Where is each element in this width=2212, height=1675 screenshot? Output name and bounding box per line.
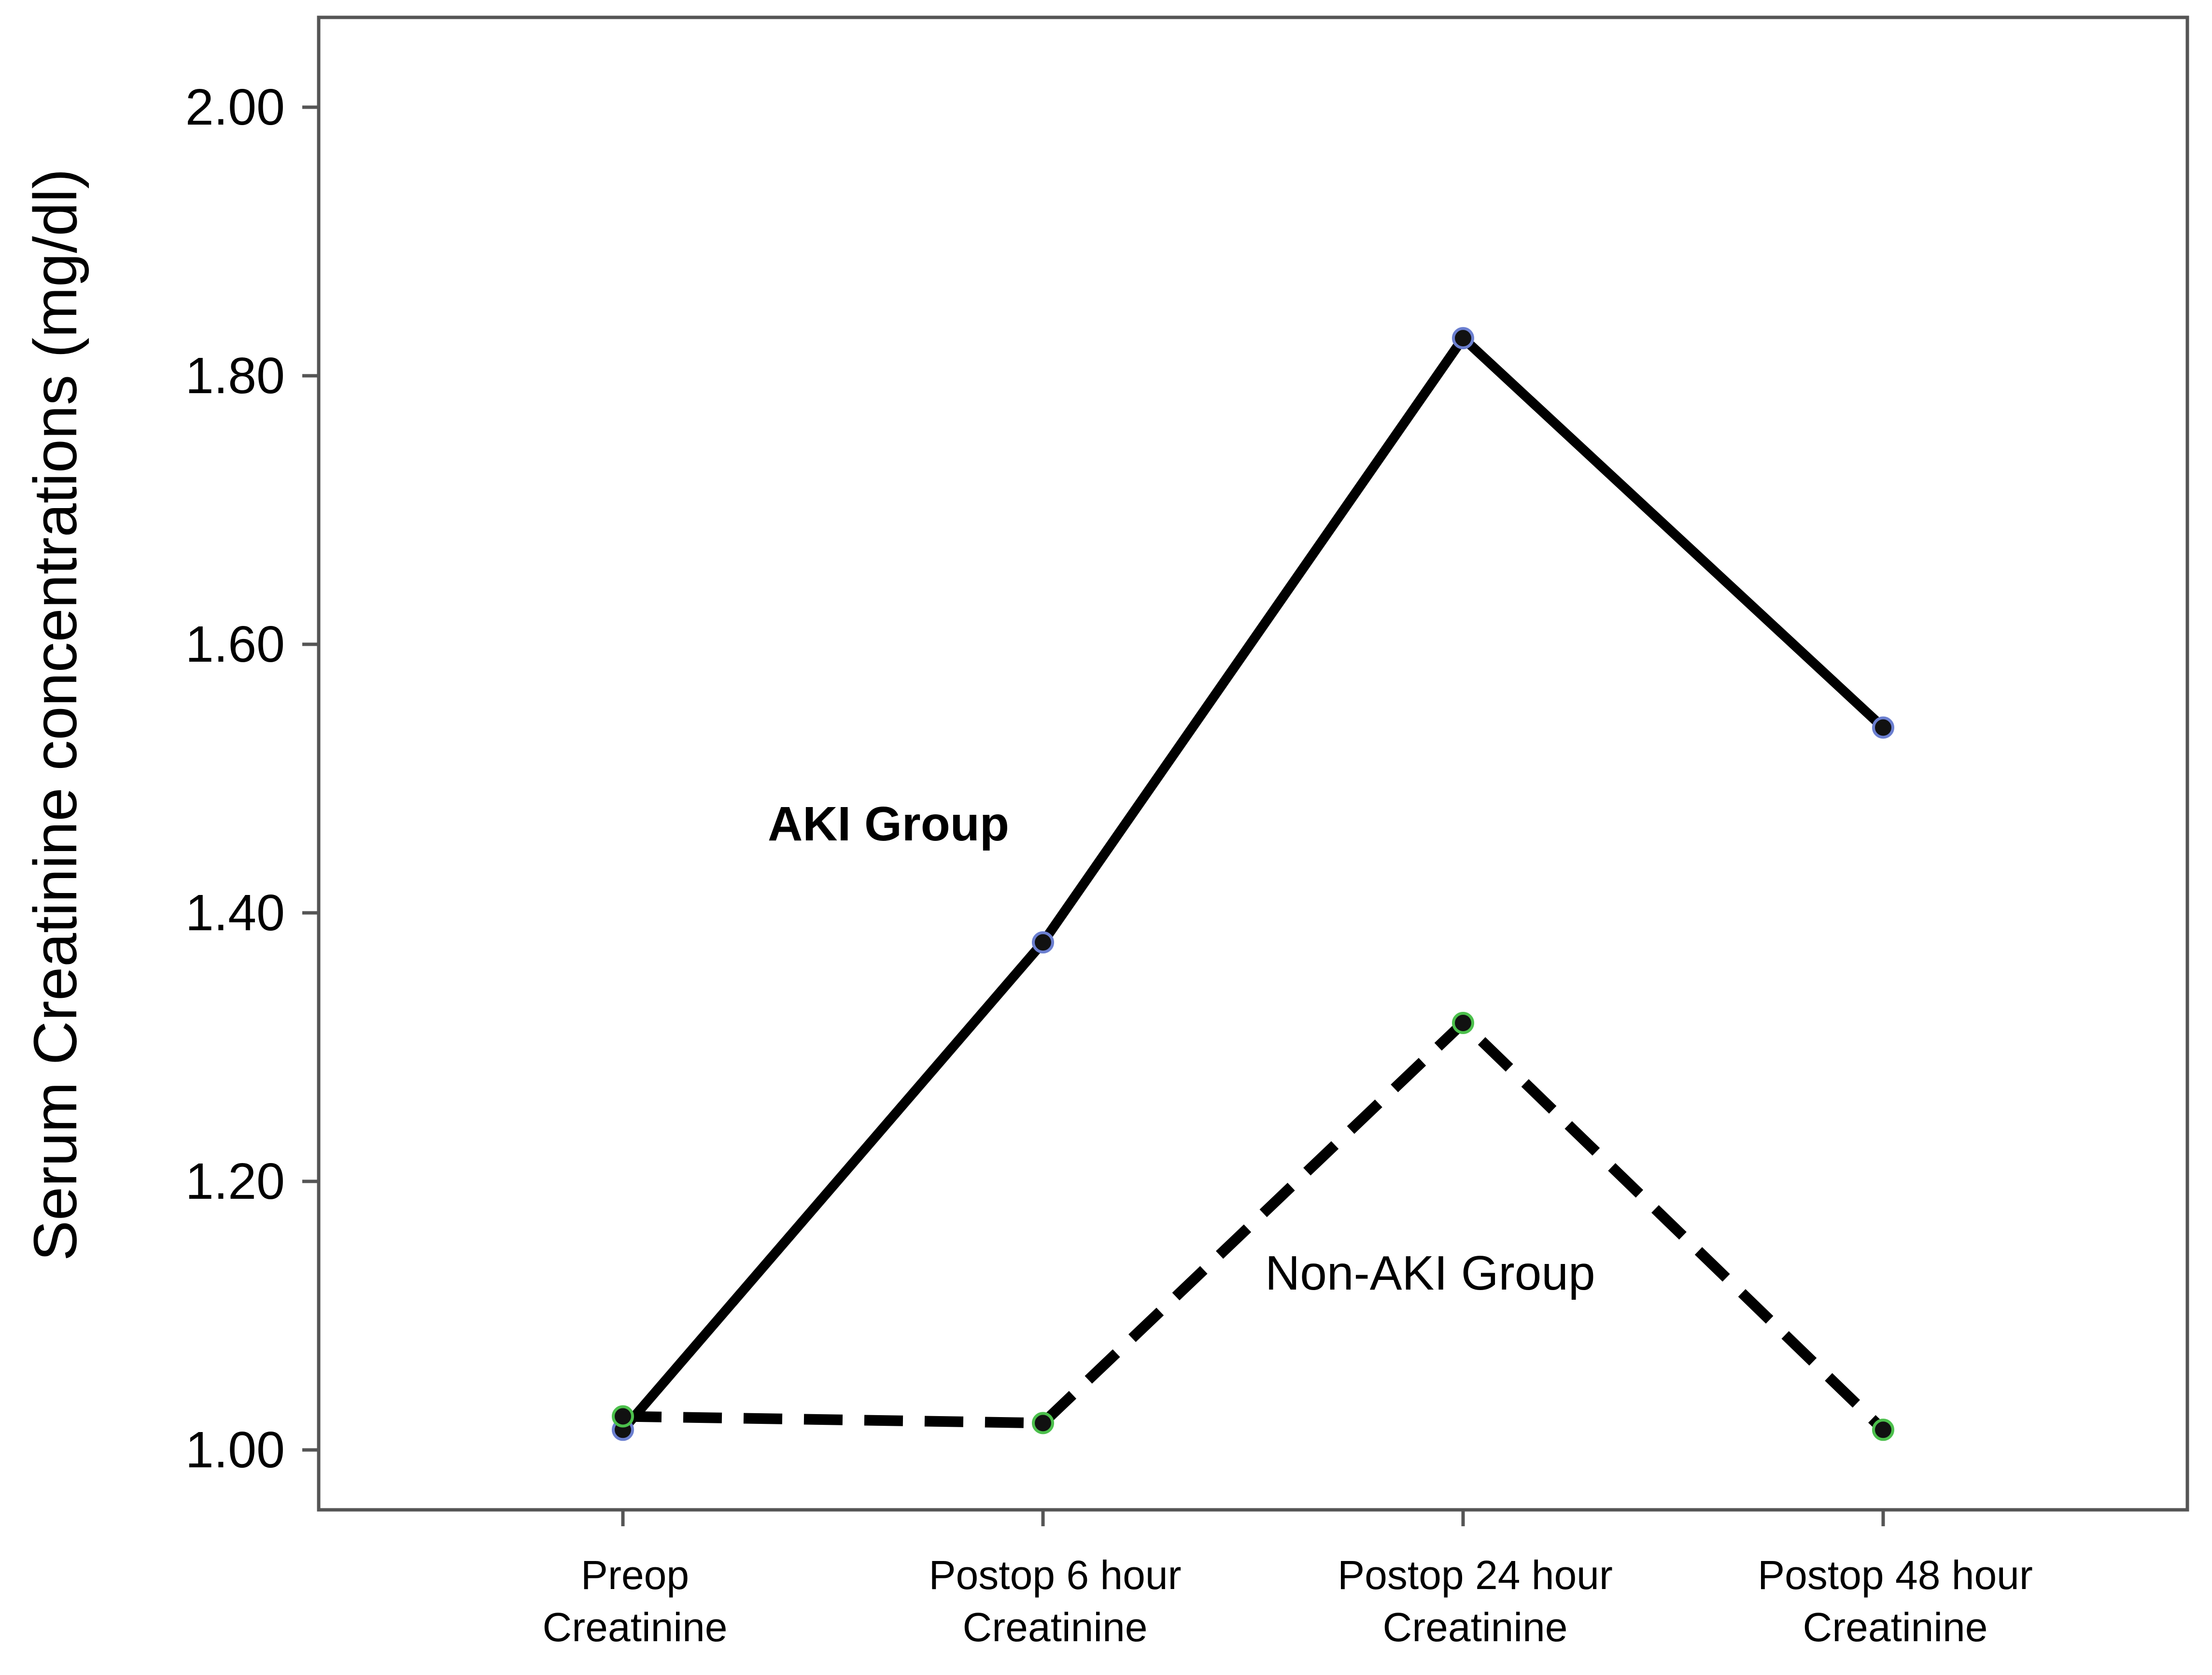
aki-data-point bbox=[1452, 327, 1474, 350]
aki-group-label: AKI Group bbox=[768, 797, 1009, 851]
aki-data-point bbox=[1872, 716, 1894, 739]
non-aki-data-point bbox=[612, 1405, 634, 1428]
non-aki-data-point bbox=[1452, 1011, 1474, 1034]
aki-data-point bbox=[1032, 931, 1054, 954]
x-tick-label: Postop 6 hour bbox=[929, 1552, 1181, 1598]
y-tick-label: 1.60 bbox=[185, 616, 285, 673]
x-tick-label: Preop bbox=[581, 1552, 689, 1598]
x-tick-label: Postop 24 hour bbox=[1338, 1552, 1613, 1598]
series-annotations: AKI Group Non-AKI Group bbox=[768, 797, 1595, 1300]
x-tick-label: Creatinine bbox=[1803, 1604, 1988, 1650]
x-tick-label: Creatinine bbox=[543, 1604, 728, 1650]
y-axis-ticks: 1.00 1.20 1.40 1.60 1.80 2.00 bbox=[185, 79, 319, 1478]
x-tick-label: Creatinine bbox=[1383, 1604, 1568, 1650]
non-aki-data-point bbox=[1872, 1419, 1894, 1441]
plot-area-frame bbox=[317, 15, 2189, 1512]
y-tick-label: 1.00 bbox=[185, 1421, 285, 1478]
x-tick-label: Creatinine bbox=[963, 1604, 1148, 1650]
y-tick-label: 1.40 bbox=[185, 884, 285, 941]
aki-series-line bbox=[619, 331, 1887, 1433]
series-markers bbox=[612, 327, 1894, 1441]
y-axis-title: Serum Creatinine concentrations (mg/dl) bbox=[21, 169, 89, 1261]
non-aki-series-line bbox=[622, 1015, 1887, 1434]
series-lines bbox=[619, 331, 1887, 1434]
x-axis-ticks: Preop Creatinine Postop 6 hour Creatinine Po… bbox=[543, 1510, 2033, 1650]
non-aki-group-label: Non-AKI Group bbox=[1265, 1246, 1595, 1300]
y-tick-label: 1.20 bbox=[185, 1153, 285, 1210]
y-tick-label: 2.00 bbox=[185, 79, 285, 136]
x-tick-label: Postop 48 hour bbox=[1758, 1552, 2033, 1598]
non-aki-data-point bbox=[1032, 1412, 1054, 1434]
y-tick-label: 1.80 bbox=[185, 347, 285, 404]
